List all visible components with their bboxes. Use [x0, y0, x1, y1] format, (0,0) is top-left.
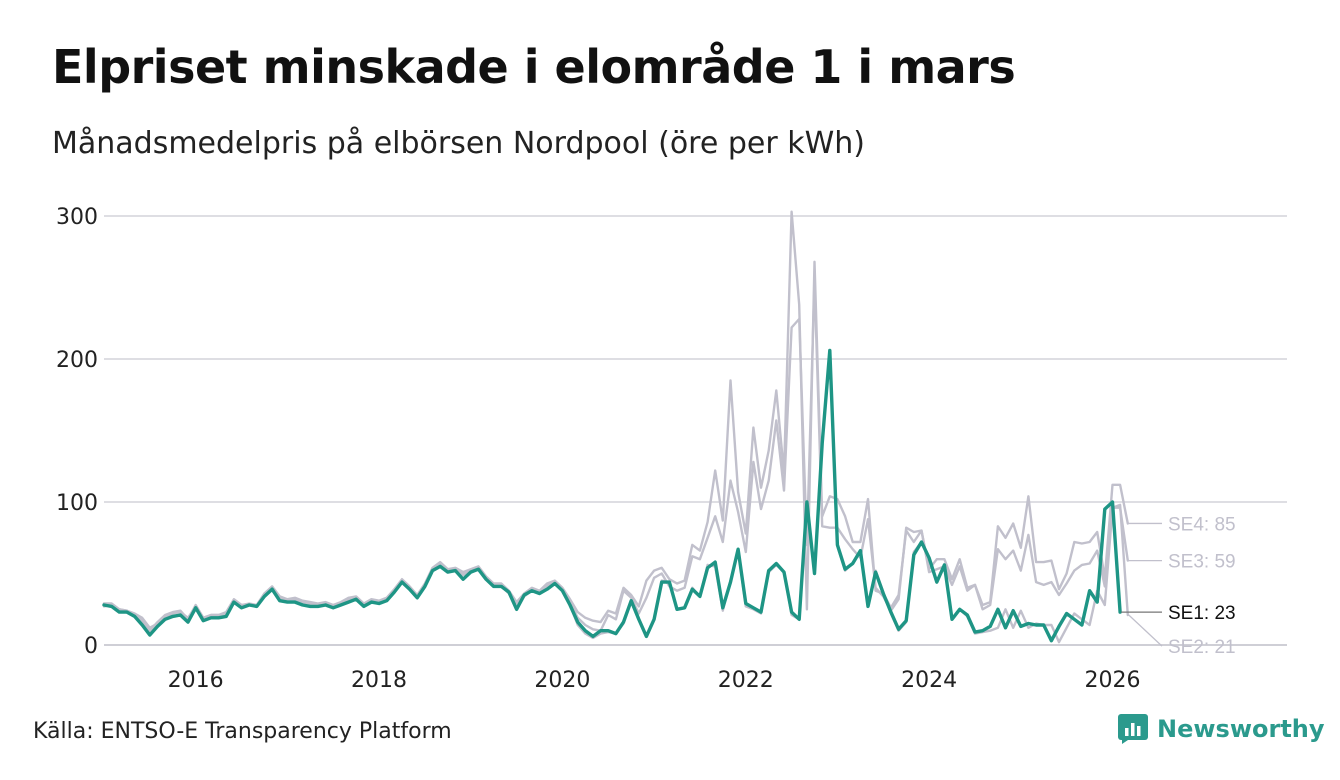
series-layer: [102, 210, 1130, 644]
series-line-se3: [102, 279, 1130, 632]
end-label-se2: SE2: 21: [1168, 637, 1236, 658]
brand-name: Newsworthy: [1157, 715, 1325, 743]
x-axis: 2016 2018 2020 2022 2024 2026: [168, 668, 1141, 693]
y-axis: 0 100 200 300: [56, 205, 98, 659]
x-tick-label: 2026: [1084, 668, 1140, 693]
x-tick-label: 2020: [534, 668, 590, 693]
y-tick-label: 0: [84, 634, 98, 659]
y-tick-label: 300: [56, 205, 98, 230]
x-tick-label: 2016: [168, 668, 224, 693]
y-tick-label: 200: [56, 348, 98, 373]
x-tick-label: 2018: [351, 668, 407, 693]
leader-line-se2: [1128, 614, 1163, 647]
newsworthy-logo-icon: [1118, 714, 1148, 744]
series-line-se4: [102, 210, 1130, 632]
series-line-se1: [102, 348, 1122, 643]
end-label-se1: SE1: 23: [1168, 603, 1236, 624]
chart-title: Elpriset minskade i elområde 1 i mars: [52, 40, 1016, 94]
end-label-se4: SE4: 85: [1168, 514, 1236, 535]
y-tick-label: 100: [56, 491, 98, 516]
x-tick-label: 2024: [901, 668, 957, 693]
end-label-se3: SE3: 59: [1168, 552, 1236, 573]
grid-layer: [104, 215, 1287, 646]
series-line-se2: [102, 350, 1130, 644]
chart-subtitle: Månadsmedelpris på elbörsen Nordpool (ör…: [52, 126, 865, 161]
brand[interactable]: Newsworthy: [1118, 714, 1325, 744]
end-labels: SE4: 85 SE3: 59 SE1: 23 SE2: 21: [1121, 514, 1236, 658]
source-note: Källa: ENTSO-E Transparency Platform: [33, 719, 452, 744]
x-tick-label: 2022: [718, 668, 774, 693]
